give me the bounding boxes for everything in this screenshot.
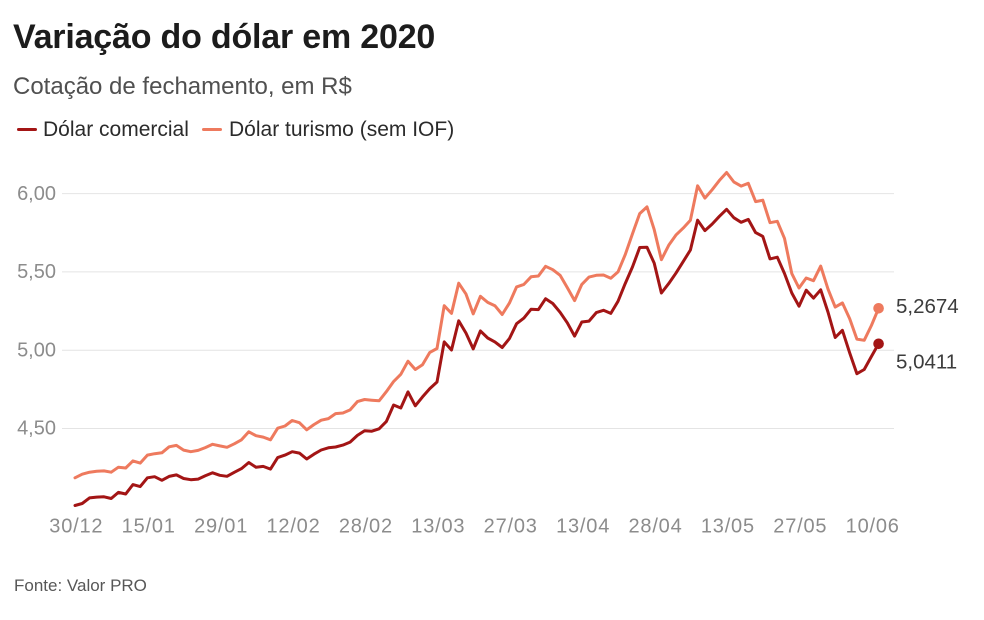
svg-text:13/05: 13/05 [701, 516, 755, 538]
svg-text:5,2674: 5,2674 [896, 295, 959, 318]
svg-text:13/03: 13/03 [411, 516, 465, 538]
svg-text:4,50: 4,50 [17, 418, 56, 440]
svg-text:10/06: 10/06 [846, 516, 900, 538]
svg-text:13/04: 13/04 [556, 516, 610, 538]
svg-text:28/02: 28/02 [339, 516, 393, 538]
svg-text:27/05: 27/05 [773, 516, 827, 538]
svg-text:5,0411: 5,0411 [896, 351, 957, 374]
svg-text:5,00: 5,00 [17, 339, 56, 361]
svg-text:6,00: 6,00 [17, 183, 56, 205]
svg-text:27/03: 27/03 [484, 516, 538, 538]
svg-text:28/04: 28/04 [628, 516, 682, 538]
svg-text:12/02: 12/02 [266, 516, 320, 538]
svg-text:15/01: 15/01 [122, 516, 176, 538]
svg-text:5,50: 5,50 [17, 261, 56, 283]
svg-text:30/12: 30/12 [49, 516, 103, 538]
svg-text:29/01: 29/01 [194, 516, 248, 538]
